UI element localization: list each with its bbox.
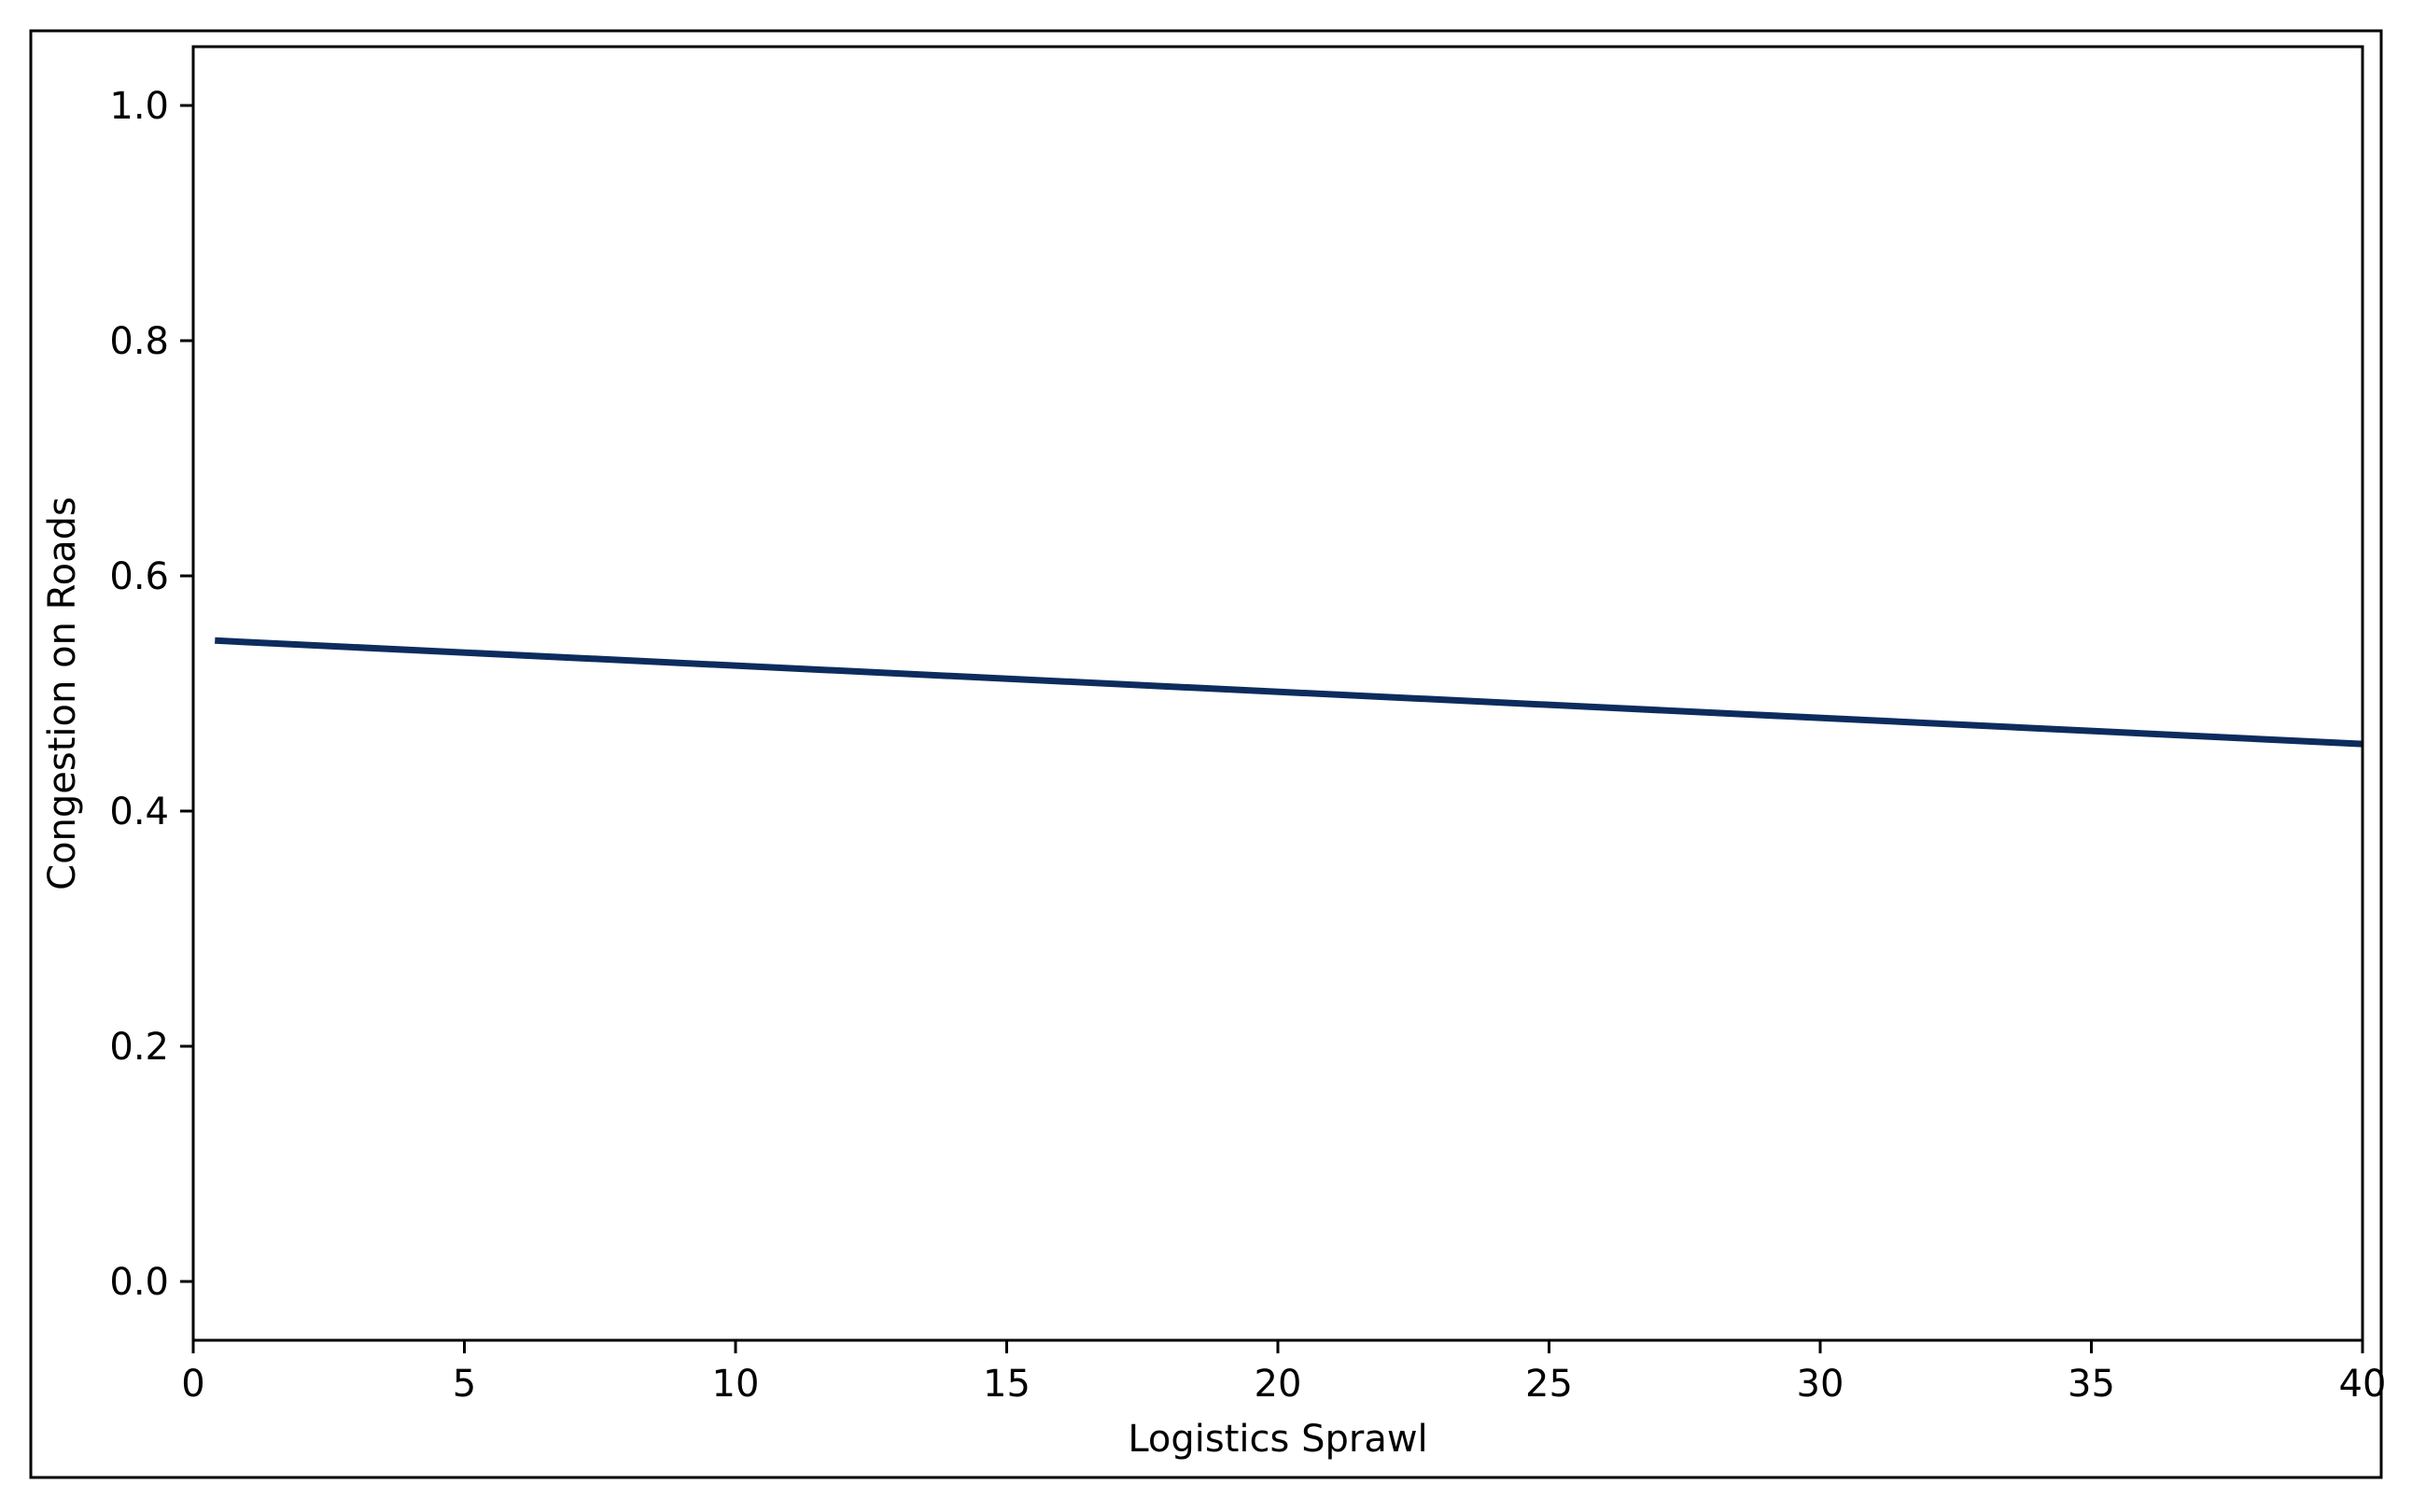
x-tick-label: 25	[1525, 1363, 1573, 1406]
x-tick-label: 30	[1797, 1363, 1844, 1406]
series-layer	[215, 637, 2363, 748]
x-tick-label: 5	[453, 1363, 476, 1406]
series-line	[215, 637, 2363, 748]
x-tick-label: 20	[1255, 1363, 1302, 1406]
x-tick-label: 40	[2339, 1363, 2387, 1406]
x-axis-label: Logistics Sprawl	[1128, 1418, 1427, 1461]
y-axis-ticks: 0.0 0.2 0.4 0.6 0.8 1.0	[109, 85, 193, 1304]
plot-area-frame	[191, 45, 2364, 1342]
x-tick-label: 15	[983, 1363, 1031, 1406]
image-border	[29, 29, 2383, 1479]
y-axis-label: Congestion on Roads	[41, 497, 84, 890]
y-tick-label: 0.8	[109, 320, 169, 363]
y-tick-label: 1.0	[109, 85, 169, 128]
y-tick-label: 0.0	[109, 1261, 169, 1304]
y-tick-label: 0.4	[109, 791, 169, 833]
x-axis-ticks: 0 5 10 15 20 25 30 35 40	[181, 1340, 2386, 1406]
y-tick-label: 0.2	[109, 1026, 169, 1069]
x-tick-label: 10	[712, 1363, 760, 1406]
x-tick-label: 35	[2068, 1363, 2115, 1406]
y-tick-label: 0.6	[109, 555, 169, 598]
x-tick-label: 0	[181, 1363, 204, 1406]
